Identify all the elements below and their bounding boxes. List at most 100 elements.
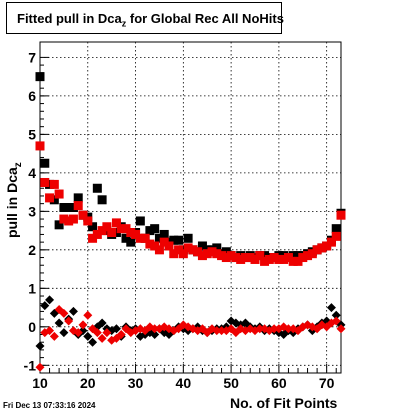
data-point (97, 318, 107, 328)
x-tick-label: 10 (32, 375, 48, 391)
x-tick-label: 40 (176, 375, 192, 391)
data-point (59, 328, 69, 338)
x-tick-label: 50 (223, 375, 239, 391)
data-point (140, 233, 150, 243)
data-point (145, 226, 155, 236)
data-point (35, 362, 45, 372)
data-point (68, 214, 78, 224)
data-point (78, 320, 88, 330)
data-point (288, 251, 298, 261)
data-point (40, 301, 50, 311)
data-point (49, 179, 59, 189)
data-point (83, 216, 93, 226)
data-point (92, 229, 102, 239)
data-point (212, 249, 222, 259)
data-point (164, 241, 174, 251)
data-point (150, 324, 160, 334)
data-point (150, 224, 160, 234)
data-point (154, 233, 164, 243)
data-point (231, 253, 241, 263)
data-point (188, 245, 198, 255)
data-point (197, 241, 207, 251)
data-point (68, 306, 78, 316)
data-point (154, 245, 164, 255)
timestamp: Fri Dec 13 07:33:16 2024 (3, 401, 96, 410)
data-point (73, 201, 83, 211)
data-point (183, 243, 193, 253)
data-point (293, 256, 303, 266)
data-point (255, 324, 265, 334)
data-point (331, 310, 341, 320)
data-point (102, 222, 112, 232)
series-1 (35, 141, 346, 266)
data-point (260, 256, 270, 266)
data-point (111, 324, 121, 334)
axes: 10 20 30 40 50 60 70 -1 0 1 2 3 4 5 6 7 (24, 49, 337, 391)
data-point (59, 203, 69, 212)
y-tick-label: 3 (28, 203, 36, 219)
x-tick-label: 70 (319, 375, 335, 391)
data-point (212, 326, 222, 336)
data-point (97, 195, 107, 205)
data-point (97, 226, 107, 236)
data-point (260, 251, 270, 261)
data-point (150, 241, 160, 251)
data-point (73, 328, 83, 338)
data-point (107, 228, 117, 238)
data-point (331, 231, 341, 241)
data-point (64, 316, 74, 326)
data-point (102, 328, 112, 338)
data-point (126, 237, 136, 247)
data-point (250, 254, 260, 264)
data-point (336, 210, 346, 220)
data-point (202, 249, 212, 259)
data-point (135, 216, 145, 226)
data-point (45, 193, 55, 203)
data-point (111, 218, 121, 228)
data-point (83, 331, 93, 341)
data-point (116, 224, 126, 234)
data-point (121, 233, 131, 243)
data-point (97, 333, 107, 343)
data-point (236, 254, 246, 264)
data-point (135, 233, 145, 243)
y-tick-label: 7 (28, 49, 36, 65)
data-point (288, 256, 298, 266)
data-point (226, 251, 236, 261)
data-point (111, 228, 121, 238)
data-point (293, 251, 303, 261)
data-point (83, 310, 93, 320)
data-point (64, 203, 74, 212)
y-tick-label: 6 (28, 88, 36, 104)
data-point (312, 245, 322, 255)
y-tick-label: -1 (24, 357, 37, 373)
data-point (73, 193, 83, 203)
data-point (169, 235, 179, 245)
y-tick-label: 5 (28, 126, 36, 142)
title-box: Fitted pull in Dcaz for Global Rec All N… (6, 2, 284, 34)
x-axis-label: No. of Fit Points (230, 395, 338, 411)
data-point (78, 210, 88, 220)
data-point (183, 233, 193, 243)
data-point (269, 253, 279, 263)
data-point (197, 251, 207, 261)
data-point (331, 224, 341, 234)
data-point (159, 237, 169, 247)
data-point (40, 177, 50, 187)
data-point (264, 254, 274, 264)
data-point (131, 229, 141, 239)
data-point (326, 303, 336, 313)
chart-title: Fitted pull in Dcaz for Global Rec All N… (17, 11, 284, 29)
data-point (245, 253, 255, 263)
data-point (307, 249, 317, 259)
data-point (88, 337, 98, 347)
data-point (145, 239, 155, 249)
data-point (255, 251, 265, 261)
y-tick-label: 1 (28, 280, 36, 296)
data-point (207, 247, 217, 257)
data-point (92, 183, 102, 193)
data-point (68, 203, 78, 212)
data-point (221, 253, 231, 263)
plot-frame (39, 41, 342, 374)
